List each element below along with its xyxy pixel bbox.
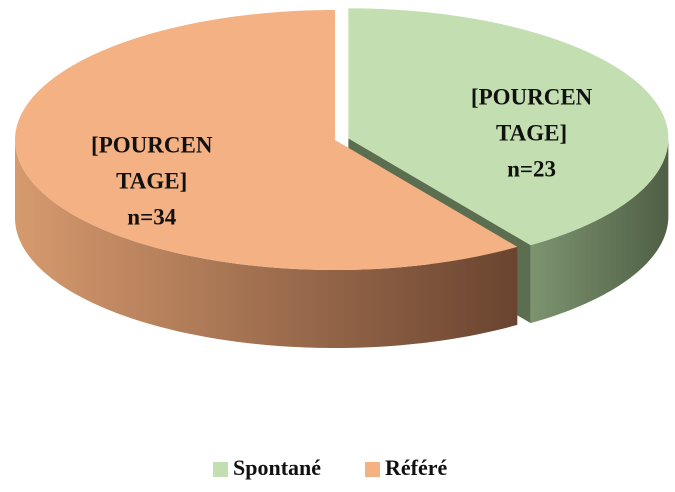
- data-label: n=23: [507, 156, 556, 181]
- data-label: n=34: [127, 205, 176, 230]
- data-label: TAGE]: [116, 169, 187, 194]
- slice: [348, 8, 669, 246]
- slice-side: [530, 138, 669, 324]
- legend: Spontané Référé: [213, 455, 448, 480]
- data-label: [POURCEN: [471, 84, 593, 109]
- legend-label: Spontané: [233, 455, 321, 480]
- slice: [15, 10, 518, 270]
- pie: [POURCEN TAGE] n=23 [POURCEN TAGE] n=34: [15, 8, 669, 348]
- data-label: TAGE]: [496, 120, 567, 145]
- legend-swatch: [213, 462, 228, 477]
- slice-side: [15, 140, 518, 348]
- legend-label: Référé: [385, 455, 448, 480]
- legend-swatch: [365, 462, 380, 477]
- data-label: [POURCEN: [91, 133, 213, 158]
